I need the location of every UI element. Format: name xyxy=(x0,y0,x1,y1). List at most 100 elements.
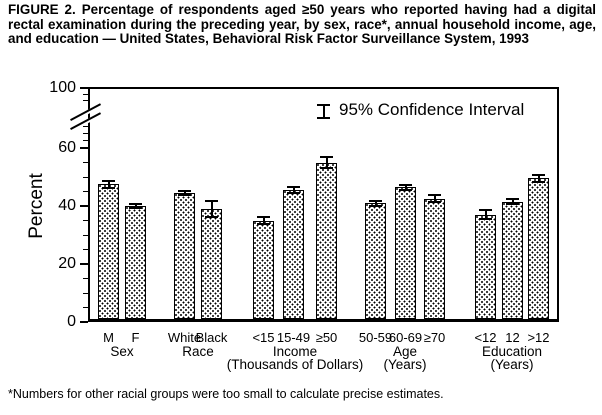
bar-60-69 xyxy=(395,187,416,319)
error-bar-stem xyxy=(183,192,186,194)
error-bar-12 xyxy=(479,209,492,221)
error-bar-50 xyxy=(320,156,333,169)
error-bar-cap xyxy=(287,185,300,188)
y-axis-tick-label: 20 xyxy=(58,255,76,272)
y-axis-minor-tick xyxy=(83,234,88,236)
error-bar-cap xyxy=(178,190,191,193)
error-bar-cap xyxy=(399,188,412,191)
group-sublabel-age: (Years) xyxy=(383,357,427,372)
error-bar-stem xyxy=(292,187,295,193)
x-category-label-70: ≥70 xyxy=(423,330,446,345)
error-bar-60-69 xyxy=(399,183,412,191)
y-axis-minor-tick xyxy=(83,125,88,127)
y-axis-minor-tick xyxy=(83,191,88,192)
group-label-income: Income xyxy=(272,344,318,359)
error-bar-stem xyxy=(374,201,377,205)
error-bar-cap xyxy=(287,192,300,195)
error-bar-50-59 xyxy=(369,199,382,207)
error-bar-cap xyxy=(532,174,545,177)
bar-50 xyxy=(316,162,337,319)
error-bar-cap xyxy=(178,193,191,196)
x-category-label-12: <12 xyxy=(474,330,497,345)
error-bar-stem xyxy=(262,217,265,224)
y-axis-minor-tick xyxy=(83,278,88,279)
legend: 95% Confidence Interval xyxy=(317,100,524,120)
y-axis-minor-tick xyxy=(83,249,88,250)
x-category-label-m: M xyxy=(103,330,114,345)
error-bar-stem xyxy=(484,211,487,219)
error-bar-70 xyxy=(428,194,441,204)
error-bar-m xyxy=(102,179,115,189)
y-axis-minor-tick xyxy=(83,292,88,294)
error-bar-cap xyxy=(428,194,441,197)
bar-f xyxy=(125,206,146,319)
y-axis-tick-label: 40 xyxy=(58,197,76,214)
error-bar-cap xyxy=(205,215,218,218)
x-category-label-15-49: 15-49 xyxy=(276,330,311,345)
y-axis-minor-tick xyxy=(83,139,88,141)
error-bar-cap xyxy=(102,179,115,182)
error-bar-stem xyxy=(537,176,540,181)
bar-black xyxy=(201,208,222,319)
x-category-label-50: ≥50 xyxy=(315,330,338,345)
x-category-label-white: White xyxy=(167,330,202,345)
bar-12 xyxy=(528,178,549,319)
error-bar-12 xyxy=(532,174,545,183)
x-category-label-12: 12 xyxy=(505,330,520,345)
error-bar-cap xyxy=(506,203,519,206)
x-category-label-black: Black xyxy=(195,330,228,345)
y-axis-tick-label: 60 xyxy=(58,139,76,156)
y-axis-major-tick xyxy=(80,87,88,89)
y-axis-major-tick xyxy=(80,263,88,265)
error-bar-cap xyxy=(129,207,142,210)
group-label-education: Education xyxy=(481,344,543,359)
error-bar-f xyxy=(129,202,142,210)
y-axis-major-tick xyxy=(80,147,88,149)
error-bar-cap xyxy=(257,215,270,218)
group-label-race: Race xyxy=(182,344,214,359)
bar-m xyxy=(98,184,119,319)
bar-15-49 xyxy=(283,190,304,319)
error-bar-cap xyxy=(399,183,412,186)
y-axis-tick-label: 0 xyxy=(67,313,76,330)
error-bar-stem xyxy=(433,196,436,202)
error-bar-cap xyxy=(257,223,270,226)
legend-label: 95% Confidence Interval xyxy=(339,100,525,119)
group-sublabel-education: (Years) xyxy=(490,357,534,372)
bar-50-59 xyxy=(365,203,386,319)
error-bar-stem xyxy=(404,185,407,189)
y-axis-major-tick xyxy=(80,205,88,207)
error-bar-cap xyxy=(129,202,142,205)
error-bar-stem xyxy=(210,202,213,216)
bar-12 xyxy=(502,201,523,319)
error-bar-cap xyxy=(428,201,441,204)
x-category-label-f: F xyxy=(131,330,140,345)
x-category-label-60-69: 60-69 xyxy=(388,330,423,345)
error-bar-white xyxy=(178,190,191,196)
bar-15 xyxy=(253,220,274,319)
y-axis-minor-tick xyxy=(83,176,88,178)
error-bar-12 xyxy=(506,198,519,206)
group-sublabel-income: (Thousands of Dollars) xyxy=(226,357,364,372)
bar-12 xyxy=(475,214,496,319)
error-bar-15-49 xyxy=(287,185,300,195)
group-label-age: Age xyxy=(392,344,418,359)
bar-70 xyxy=(424,198,445,319)
error-bar-cap xyxy=(320,166,333,169)
y-axis-minor-tick xyxy=(83,162,88,163)
group-label-sex: Sex xyxy=(110,344,134,359)
error-bar-cap xyxy=(102,186,115,189)
x-category-label-15: <15 xyxy=(252,330,275,345)
error-bar-black xyxy=(205,200,218,218)
y-axis-minor-tick xyxy=(83,220,88,221)
error-bar-cap xyxy=(479,218,492,221)
footnote: *Numbers for other racial groups were to… xyxy=(8,387,444,401)
error-bar-stem xyxy=(134,204,137,208)
error-bar-cap xyxy=(369,199,382,202)
error-bar-cap xyxy=(479,209,492,212)
error-bar-cap xyxy=(506,198,519,201)
error-bar-cap xyxy=(532,180,545,183)
y-axis-major-tick xyxy=(80,321,88,323)
y-axis-minor-tick xyxy=(83,93,88,95)
error-bar-cap xyxy=(369,204,382,207)
